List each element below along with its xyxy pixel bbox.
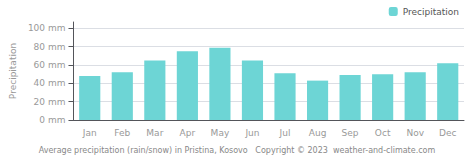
svg-text:Precipitation: Precipitation <box>8 43 18 99</box>
svg-text:60 mm: 60 mm <box>34 60 66 70</box>
svg-text:Apr: Apr <box>180 128 196 138</box>
svg-text:Sep: Sep <box>342 128 359 138</box>
svg-text:80 mm: 80 mm <box>34 42 66 52</box>
svg-text:20 mm: 20 mm <box>34 97 66 107</box>
svg-text:100 mm: 100 mm <box>28 23 66 33</box>
svg-text:Average precipitation (rain/sn: Average precipitation (rain/snow) in Pri… <box>39 146 436 155</box>
svg-text:Nov: Nov <box>406 128 424 138</box>
svg-text:0 mm: 0 mm <box>39 115 65 125</box>
svg-text:Jun: Jun <box>244 128 259 138</box>
svg-text:40 mm: 40 mm <box>34 78 66 88</box>
svg-text:Jan: Jan <box>82 128 97 138</box>
svg-text:May: May <box>211 128 230 138</box>
svg-text:Aug: Aug <box>309 128 327 138</box>
svg-text:Precipitation: Precipitation <box>403 7 459 17</box>
svg-text:Oct: Oct <box>375 128 391 138</box>
svg-text:Jul: Jul <box>279 128 291 138</box>
svg-text:Feb: Feb <box>114 128 130 138</box>
svg-text:Dec: Dec <box>439 128 456 138</box>
svg-text:Mar: Mar <box>146 128 163 138</box>
